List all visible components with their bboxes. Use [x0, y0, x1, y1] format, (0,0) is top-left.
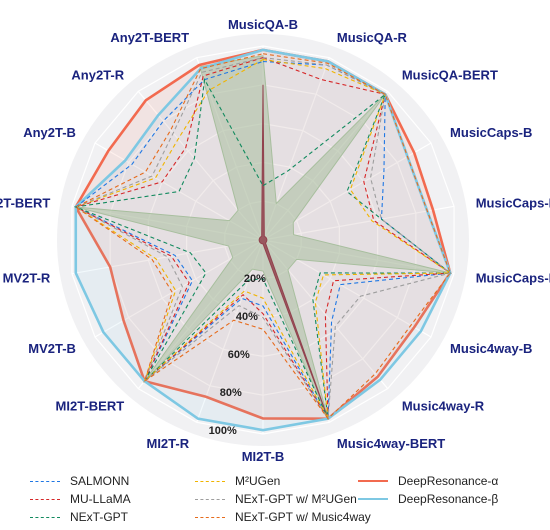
legend-label: MU-LLaMA — [70, 492, 131, 506]
legend-label: DeepResonance-β — [398, 492, 499, 506]
axis-label-music4way-b: Music4way-B — [450, 341, 532, 356]
legend-swatch — [30, 498, 60, 500]
legend-item-salmonn: SALMONN — [30, 472, 129, 490]
axis-label-musiccaps-bert: MusicCaps-BERT — [476, 271, 550, 286]
axis-label-mv2t-bert: MV2T-BERT — [0, 195, 50, 210]
legend-item-m2ugen: M²UGen — [195, 472, 280, 490]
ring-label-60: 60% — [228, 349, 250, 361]
axis-label-any2t-r: Any2T-R — [71, 68, 124, 83]
grid-spoke-mi2t-r — [196, 239, 264, 423]
ring-label-20: 20% — [244, 273, 266, 285]
legend-label: SALMONN — [70, 474, 130, 488]
inner-shape-2 — [258, 84, 329, 419]
axis-label-music4way-r: Music4way-R — [402, 398, 485, 413]
axis-label-mi2t-r: MI2T-R — [146, 436, 189, 451]
inner-series-layer — [75, 55, 451, 419]
legend-item-next-gpt-w-m2ugen: NExT-GPT w/ M²UGen — [195, 490, 357, 508]
axis-label-mi2t-bert: MI2T-BERT — [56, 398, 125, 413]
grid-spoke-musiccaps-r — [262, 205, 455, 241]
legend-item-deepresonance-alpha: DeepResonance-α — [358, 472, 498, 490]
legend: SALMONN MU-LLaMA NExT-GPT M²UGen NExT-GPT w/… — [30, 472, 530, 528]
axis-label-music4way-bert: Music4way-BERT — [337, 436, 445, 451]
legend-swatch — [30, 480, 60, 482]
axis-label-musiccaps-b: MusicCaps-B — [450, 125, 532, 140]
legend-swatch — [195, 516, 225, 518]
axis-label-mv2t-b: MV2T-B — [28, 341, 76, 356]
legend-swatch — [195, 498, 225, 500]
legend-label: M²UGen — [235, 474, 281, 488]
legend-item-mu-llama: MU-LLaMA — [30, 490, 131, 508]
ring-label-100: 100% — [209, 425, 237, 437]
series-next-gpt-w-music4way — [74, 53, 451, 420]
series-next-gpt — [73, 77, 452, 419]
axis-label-any2t-bert: Any2T-BERT — [110, 30, 189, 45]
ring-labels: 20% 40% 60% 80% 100% — [209, 273, 267, 437]
axis-label-musicqa-b: MusicQA-B — [228, 17, 298, 32]
legend-label: DeepResonance-α — [398, 474, 499, 488]
axis-label-musicqa-r: MusicQA-R — [337, 30, 408, 45]
axis-label-mv2t-r: MV2T-R — [3, 271, 51, 286]
legend-label: NExT-GPT w/ M²UGen — [235, 492, 357, 506]
legend-item-next-gpt: NExT-GPT — [30, 508, 128, 526]
legend-label: NExT-GPT w/ Music4way — [235, 510, 371, 524]
series-m2ugen — [74, 59, 453, 419]
series-layer — [73, 48, 453, 432]
legend-item-deepresonance-beta: DeepResonance-β — [358, 490, 498, 508]
legend-label: NExT-GPT — [70, 510, 129, 524]
legend-swatch — [358, 498, 388, 500]
axis-labels: MusicQA-B MusicQA-R MusicQA-BERT MusicCaps-… — [0, 17, 550, 464]
legend-item-next-gpt-w-music4way: NExT-GPT w/ Music4way — [195, 508, 371, 526]
legend-swatch — [30, 516, 60, 518]
radar-chart: 20%40%60%80%100% MusicQA-BMusicQA-RMusic… — [0, 17, 550, 464]
ring-label-40: 40% — [236, 311, 258, 323]
legend-swatch — [358, 480, 388, 482]
series-salmonn — [74, 60, 452, 421]
legend-swatch — [195, 480, 225, 482]
series-next-gpt-w-m2ugen — [74, 57, 452, 421]
axis-label-mi2t-b: MI2T-B — [242, 449, 285, 464]
ring-label-80: 80% — [220, 387, 242, 399]
axis-label-musicqa-bert: MusicQA-BERT — [402, 68, 498, 83]
axis-label-any2t-b: Any2T-B — [23, 125, 76, 140]
axis-label-musiccaps-r: MusicCaps-R — [476, 195, 550, 210]
series-mu-llama — [74, 57, 452, 421]
